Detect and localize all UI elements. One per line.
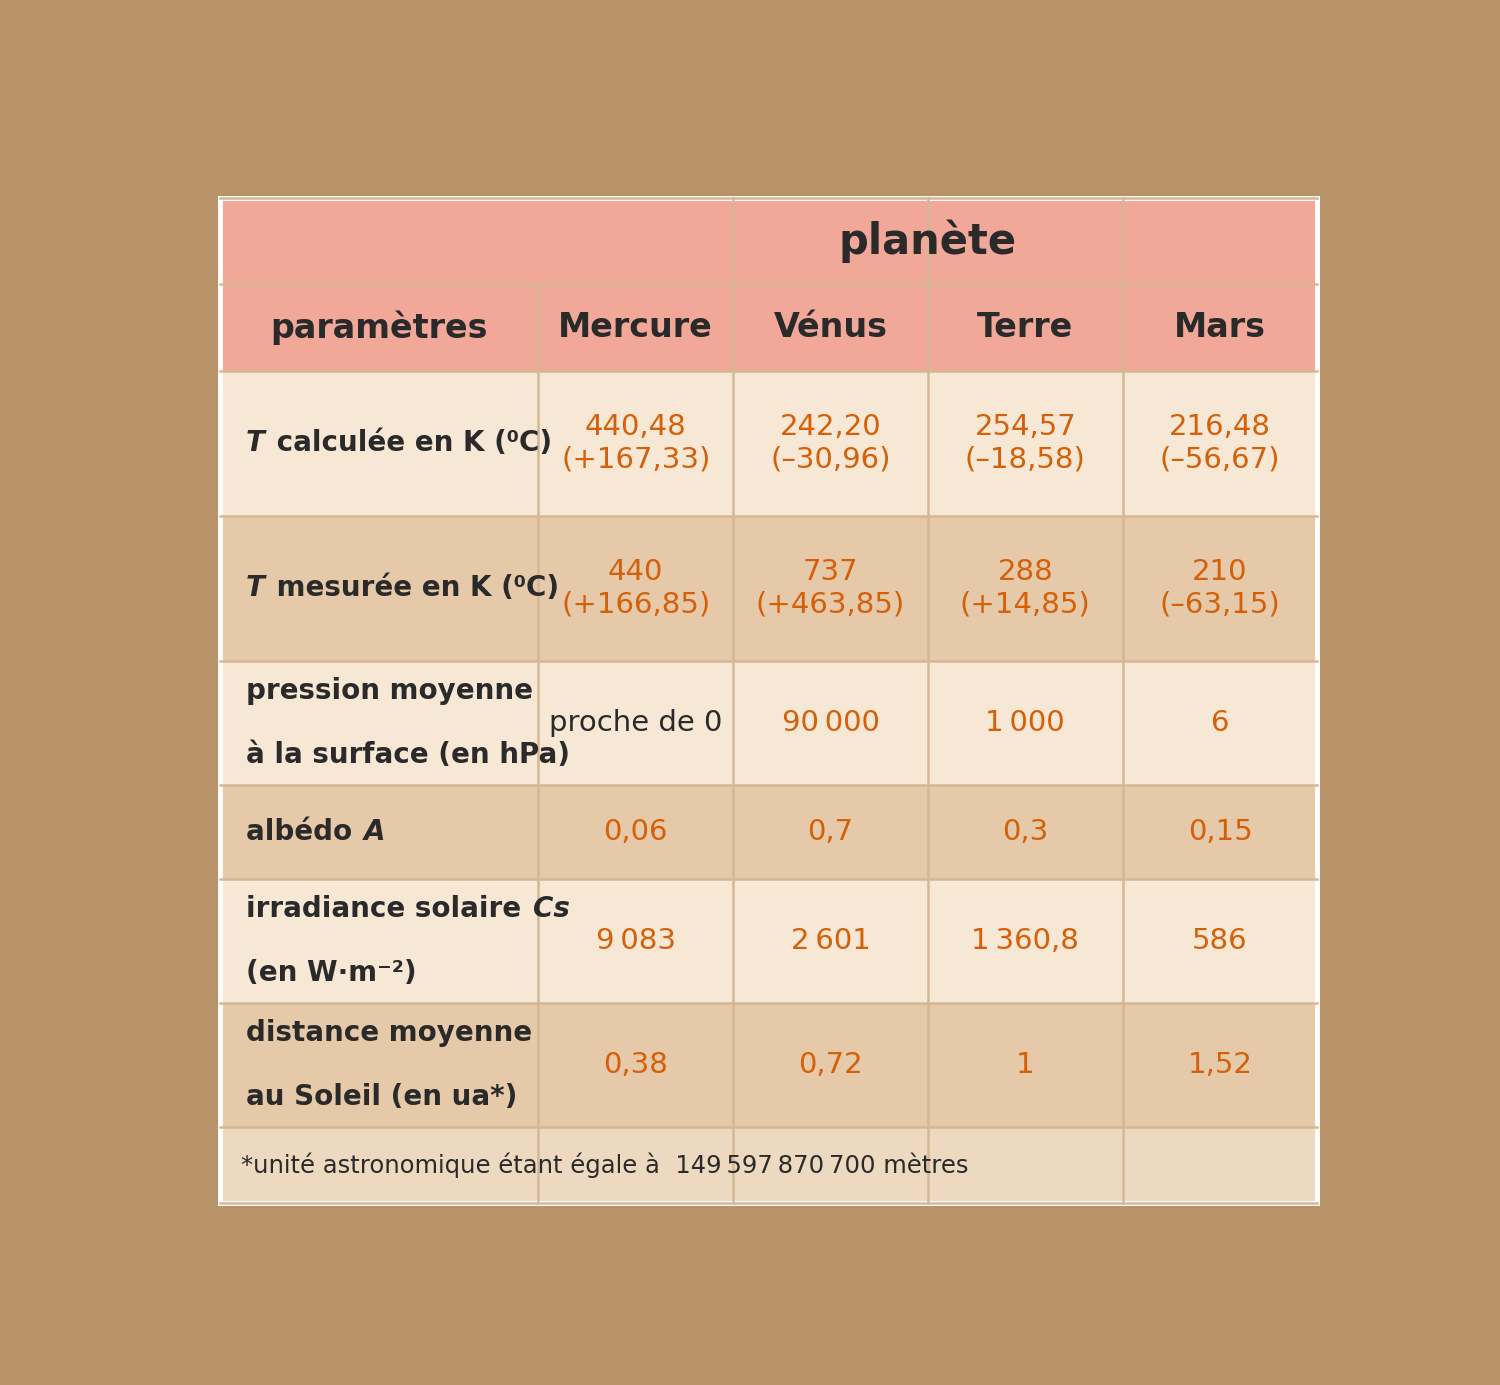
Bar xyxy=(220,371,1317,515)
Bar xyxy=(220,784,1317,879)
Bar xyxy=(220,1127,1317,1202)
Text: 254,57
(–18,58): 254,57 (–18,58) xyxy=(964,413,1086,474)
Text: A: A xyxy=(363,819,386,846)
Text: albédo: albédo xyxy=(246,819,362,846)
Text: Mars: Mars xyxy=(1174,312,1266,343)
Text: 2 601: 2 601 xyxy=(790,927,870,956)
Bar xyxy=(220,284,1317,371)
Text: 1 360,8: 1 360,8 xyxy=(972,927,1078,956)
Text: 1 000: 1 000 xyxy=(986,709,1065,737)
Text: distance moyenne: distance moyenne xyxy=(246,1019,531,1047)
Text: Terre: Terre xyxy=(976,312,1074,343)
Text: à la surface (en hPa): à la surface (en hPa) xyxy=(246,741,570,769)
Text: 440,48
(+167,33): 440,48 (+167,33) xyxy=(561,413,711,474)
Text: 9 083: 9 083 xyxy=(596,927,675,956)
Bar xyxy=(220,879,1317,1003)
Text: irradiance solaire: irradiance solaire xyxy=(246,895,531,924)
Text: pression moyenne: pression moyenne xyxy=(246,676,532,705)
Text: 210
(–63,15): 210 (–63,15) xyxy=(1160,558,1281,618)
Bar xyxy=(220,515,1317,661)
Bar xyxy=(220,661,1317,784)
Text: 440
(+166,85): 440 (+166,85) xyxy=(561,558,711,618)
Text: 6: 6 xyxy=(1210,709,1230,737)
Text: Mercure: Mercure xyxy=(558,312,712,343)
Text: proche de 0: proche de 0 xyxy=(549,709,723,737)
Text: 1,52: 1,52 xyxy=(1188,1051,1252,1079)
Text: 0,38: 0,38 xyxy=(603,1051,668,1079)
Text: 1: 1 xyxy=(1016,1051,1035,1079)
Text: Cs: Cs xyxy=(532,895,570,924)
Text: Vénus: Vénus xyxy=(774,312,888,343)
Text: 737
(+463,85): 737 (+463,85) xyxy=(756,558,904,618)
Text: mesurée en K (⁰C): mesurée en K (⁰C) xyxy=(267,573,560,602)
Text: 0,3: 0,3 xyxy=(1002,819,1048,846)
Text: T: T xyxy=(246,573,264,602)
Text: 288
(+14,85): 288 (+14,85) xyxy=(960,558,1090,618)
Text: 90 000: 90 000 xyxy=(782,709,879,737)
Text: 586: 586 xyxy=(1192,927,1248,956)
Text: 242,20
(–30,96): 242,20 (–30,96) xyxy=(770,413,891,474)
Text: 0,15: 0,15 xyxy=(1188,819,1252,846)
Text: calculée en K (⁰C): calculée en K (⁰C) xyxy=(267,429,552,457)
Text: 0,72: 0,72 xyxy=(798,1051,862,1079)
Text: paramètres: paramètres xyxy=(270,310,488,345)
Text: 0,7: 0,7 xyxy=(807,819,853,846)
Text: 0,06: 0,06 xyxy=(603,819,668,846)
Text: planète: planète xyxy=(839,220,1017,263)
Text: *unité astronomique étant égale à  149 597 870 700 mètres: *unité astronomique étant égale à 149 59… xyxy=(242,1152,969,1177)
Text: (en W·m⁻²): (en W·m⁻²) xyxy=(246,960,416,988)
Text: 216,48
(–56,67): 216,48 (–56,67) xyxy=(1160,413,1281,474)
Bar xyxy=(220,198,1317,284)
Bar xyxy=(220,1003,1317,1127)
Text: au Soleil (en ua*): au Soleil (en ua*) xyxy=(246,1083,518,1111)
Text: T: T xyxy=(246,429,264,457)
